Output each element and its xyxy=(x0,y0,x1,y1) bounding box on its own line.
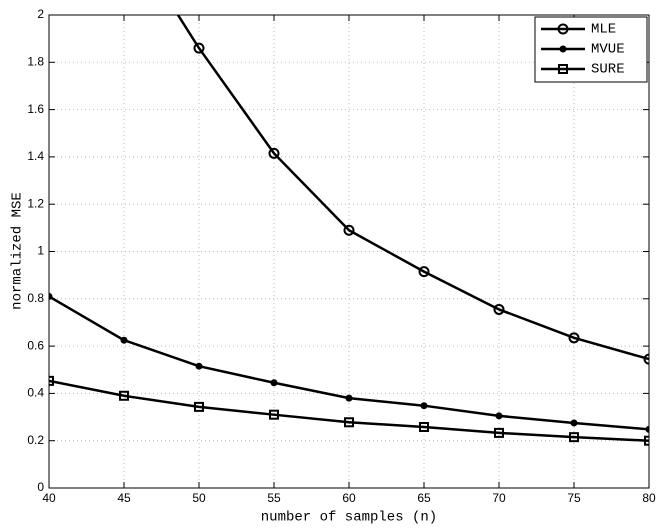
marker xyxy=(49,292,53,300)
marker xyxy=(270,379,278,387)
series-line xyxy=(49,379,649,442)
marker xyxy=(119,390,129,401)
y-tick-label: 0.6 xyxy=(27,338,44,352)
marker xyxy=(569,432,579,443)
x-tick-label: 75 xyxy=(567,491,581,505)
y-axis-label: normalized MSE xyxy=(10,192,26,310)
y-tick-label: 0.2 xyxy=(27,433,44,447)
marker xyxy=(194,401,204,412)
x-tick-label: 80 xyxy=(642,491,656,505)
marker xyxy=(343,224,355,236)
y-tick-label: 0 xyxy=(37,480,44,494)
y-tick-label: 0.8 xyxy=(27,291,44,305)
marker xyxy=(568,332,580,344)
marker xyxy=(420,402,428,410)
plot-frame xyxy=(48,14,650,489)
marker xyxy=(195,362,203,370)
legend-label: MVUE xyxy=(591,42,625,58)
marker xyxy=(344,417,354,428)
series-line xyxy=(176,15,649,361)
marker xyxy=(269,409,279,420)
x-tick-label: 60 xyxy=(342,491,356,505)
legend-marker xyxy=(557,23,569,35)
x-tick-label: 50 xyxy=(192,491,206,505)
y-tick-label: 1 xyxy=(37,244,44,258)
y-tick-label: 1.8 xyxy=(27,54,44,68)
y-tick-label: 1.4 xyxy=(27,149,44,163)
marker xyxy=(645,425,649,433)
legend-label: MLE xyxy=(591,22,616,38)
marker xyxy=(643,353,649,365)
plot-area xyxy=(49,15,649,446)
y-tick-label: 1.6 xyxy=(27,102,44,116)
marker xyxy=(345,394,353,402)
x-tick-label: 70 xyxy=(492,491,506,505)
marker xyxy=(419,421,429,432)
marker xyxy=(120,336,128,344)
y-tick-label: 1.2 xyxy=(27,196,44,210)
x-tick-label: 65 xyxy=(417,491,431,505)
legend-marker xyxy=(558,64,568,74)
marker xyxy=(193,42,205,54)
x-tick-label: 40 xyxy=(42,491,56,505)
marker xyxy=(493,303,505,315)
legend-label: SURE xyxy=(591,62,625,78)
marker xyxy=(268,147,280,159)
x-axis-label: number of samples (n) xyxy=(261,510,437,526)
x-tick-label: 45 xyxy=(117,491,131,505)
x-tick-label: 55 xyxy=(267,491,281,505)
marker xyxy=(49,375,54,386)
marker xyxy=(418,266,430,278)
legend-marker xyxy=(559,45,567,53)
marker xyxy=(495,412,503,420)
y-tick-label: 2 xyxy=(37,7,44,21)
marker xyxy=(644,435,649,446)
marker xyxy=(494,427,504,438)
y-tick-label: 0.4 xyxy=(27,386,44,400)
marker xyxy=(570,419,578,427)
